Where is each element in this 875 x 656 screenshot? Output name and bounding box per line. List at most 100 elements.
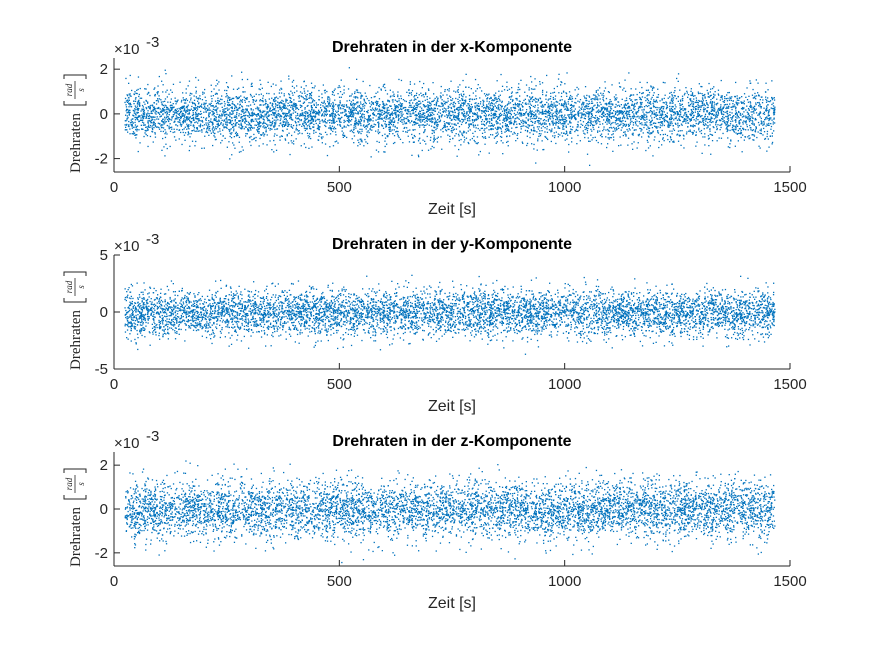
data-point	[270, 85, 272, 88]
data-point	[413, 107, 415, 110]
data-point	[556, 110, 559, 112]
data-point	[619, 86, 622, 88]
data-point	[246, 97, 248, 100]
data-point	[313, 126, 315, 128]
data-point	[679, 104, 681, 107]
data-point	[514, 109, 516, 112]
data-point	[205, 107, 207, 109]
data-point	[723, 117, 725, 119]
data-point	[632, 124, 635, 126]
data-point	[641, 129, 643, 131]
data-point	[458, 126, 461, 128]
data-point	[623, 106, 625, 109]
data-point	[328, 103, 331, 105]
data-point	[332, 108, 334, 110]
data-point	[385, 123, 388, 126]
data-point	[667, 138, 669, 141]
data-point	[300, 114, 303, 116]
data-point	[706, 103, 708, 105]
data-point	[758, 94, 760, 96]
data-point	[404, 123, 406, 125]
data-point	[346, 124, 349, 126]
data-point	[612, 121, 614, 124]
data-point	[131, 133, 133, 135]
data-point	[530, 98, 532, 100]
data-point	[442, 94, 444, 96]
data-point	[692, 124, 694, 126]
data-point	[264, 126, 267, 128]
data-point	[222, 114, 224, 116]
data-point	[436, 127, 438, 129]
data-point	[565, 106, 567, 108]
data-point	[549, 98, 552, 100]
data-point	[677, 122, 679, 124]
data-point	[392, 95, 394, 97]
data-point	[425, 117, 427, 119]
data-point	[657, 88, 659, 90]
data-point	[594, 97, 596, 99]
data-point	[483, 129, 485, 131]
data-point	[605, 107, 607, 109]
data-point	[738, 97, 740, 99]
data-point	[577, 100, 579, 102]
data-point	[611, 127, 613, 129]
data-point	[178, 129, 180, 131]
data-point	[725, 115, 727, 118]
data-point	[364, 138, 366, 141]
data-point	[754, 119, 756, 121]
data-point	[179, 108, 181, 110]
data-point	[704, 93, 706, 96]
data-point	[692, 101, 694, 103]
data-point	[602, 114, 604, 117]
data-point	[363, 116, 365, 118]
data-point	[314, 117, 316, 119]
data-point	[523, 113, 525, 115]
data-point	[279, 119, 281, 122]
data-point	[306, 98, 308, 100]
data-point	[725, 124, 728, 126]
data-point	[703, 94, 705, 97]
data-point	[555, 142, 557, 145]
data-point	[680, 100, 682, 102]
data-point	[331, 91, 334, 93]
data-point	[307, 112, 309, 114]
data-point	[162, 118, 164, 121]
data-point	[258, 122, 261, 124]
data-point	[244, 117, 246, 119]
data-point	[612, 115, 614, 117]
data-point	[186, 118, 188, 120]
data-point	[760, 130, 762, 132]
data-point	[704, 97, 706, 99]
data-point	[191, 114, 194, 117]
data-point	[506, 129, 509, 131]
data-point	[383, 112, 386, 115]
data-point	[613, 115, 615, 117]
data-point	[587, 111, 589, 113]
data-point	[635, 122, 637, 124]
data-point	[129, 128, 131, 130]
data-point	[594, 94, 596, 96]
data-point	[571, 111, 574, 113]
data-point	[391, 108, 393, 110]
data-point	[443, 120, 445, 123]
data-point	[679, 114, 681, 116]
data-point	[506, 141, 508, 143]
data-point	[425, 105, 427, 107]
data-point	[195, 117, 197, 120]
data-point	[324, 113, 326, 115]
data-point	[483, 120, 485, 123]
data-point	[691, 93, 694, 95]
data-point	[154, 132, 156, 134]
data-point	[651, 119, 653, 121]
data-point	[164, 104, 166, 106]
data-point	[653, 99, 655, 101]
data-point	[283, 116, 285, 119]
data-point	[671, 102, 673, 104]
data-point	[148, 114, 151, 117]
data-point	[205, 131, 207, 133]
data-point	[495, 142, 497, 144]
data-point	[435, 128, 437, 131]
data-point	[537, 121, 539, 123]
data-point	[400, 106, 402, 108]
data-point	[336, 111, 338, 113]
